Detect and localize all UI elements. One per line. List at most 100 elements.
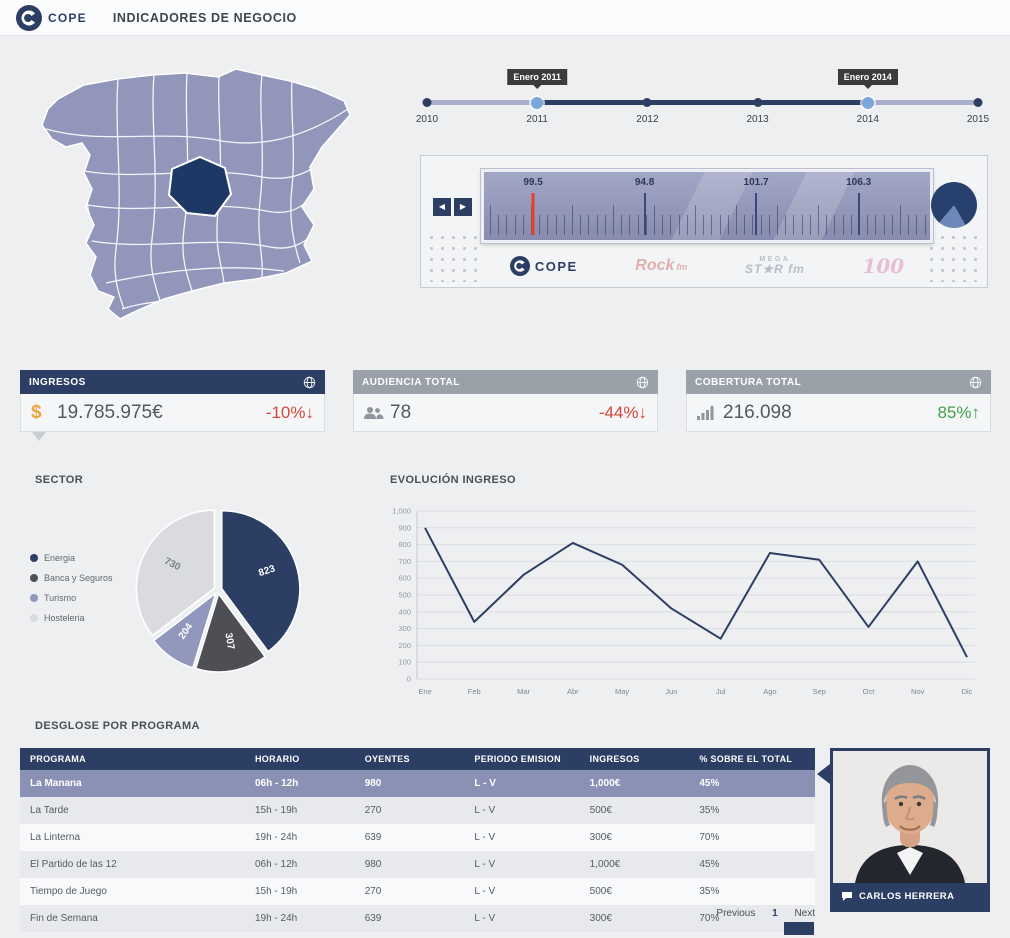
- timeline-dot-2013[interactable]: [753, 98, 763, 107]
- table-row-la-tarde[interactable]: La Tarde 15h - 19h 270 L - V 500€ 35%: [20, 797, 815, 824]
- station-logo-mega-star-fm[interactable]: MEGA ST★R fm: [745, 256, 805, 277]
- legend-item-energia[interactable]: Energia: [30, 548, 113, 568]
- tuner-tick: [654, 205, 655, 235]
- table-row-fin-de-semana[interactable]: Fin de Semana 19h - 24h 639 L - V 300€ 70%: [20, 905, 815, 932]
- cell-oyentes: 639: [364, 832, 382, 843]
- table-row-tiempo-de-juego[interactable]: Tiempo de Juego 15h - 19h 270 L - V 500€ 35%: [20, 878, 815, 905]
- x-tick-label-feb: Feb: [468, 687, 481, 696]
- app-header: COPE INDICADORES DE NEGOCIO: [0, 0, 1010, 36]
- tuner-tick: [768, 215, 770, 235]
- station-logo-100[interactable]: 100: [862, 254, 905, 278]
- column-header-ingresos[interactable]: INGRESOS: [579, 748, 690, 770]
- x-tick-label-mar: Mar: [517, 687, 530, 696]
- column-header-programa[interactable]: PROGRAMA: [20, 748, 245, 770]
- frequency-label-94-8: 94.8: [634, 177, 655, 188]
- pie-slice-turismo[interactable]: [152, 591, 218, 669]
- tuner-tick: [490, 205, 491, 235]
- kpi-delta-up: 85%↑: [937, 402, 980, 422]
- tuner-frequency-scale[interactable]: 99.5 94.8 101.7 106.3: [481, 169, 933, 243]
- pagination-next[interactable]: Next: [794, 908, 815, 919]
- legend-item-turismo[interactable]: Turismo: [30, 588, 113, 608]
- frequency-label-106-3: 106.3: [846, 177, 872, 188]
- table-row-la-linterna[interactable]: La Linterna 19h - 24h 639 L - V 300€ 70%: [20, 824, 815, 851]
- tuner-tick: [621, 215, 623, 235]
- legend-label: Hosteleria: [44, 613, 85, 623]
- station-logo-rock-fm[interactable]: Rock fm: [635, 257, 687, 275]
- tuner-tick: [613, 205, 614, 235]
- timeline-slider[interactable]: 2010 2011 2012 2013 2014 2015 Enero 2011 Enero …: [415, 66, 990, 130]
- tuner-tick: [604, 215, 606, 235]
- table-row-la-manana[interactable]: La Manana 06h - 12h 980 L - V 1,000€ 45%: [20, 770, 815, 797]
- column-header-sobre-el-total[interactable]: % SOBRE EL TOTAL: [689, 748, 815, 770]
- station-logos: COPE Rock fm MEGA ST★R fm 100: [481, 246, 933, 286]
- x-tick-label-ago: Ago: [763, 687, 776, 696]
- cell-ingresos: 300€: [589, 832, 612, 843]
- tuner-next-button[interactable]: ▶: [454, 198, 472, 216]
- map-region-selected[interactable]: [167, 155, 233, 218]
- timeline-dot-2010[interactable]: [422, 98, 432, 107]
- cell-ingresos: 300€: [589, 913, 612, 924]
- column-header-periodo-emision[interactable]: PERIODO EMISION: [464, 748, 580, 770]
- x-tick-label-sep: Sep: [813, 687, 826, 696]
- dot-pattern-right: [926, 232, 982, 282]
- pagination-page-1[interactable]: 1: [772, 908, 778, 919]
- tuner-tick: [916, 215, 918, 235]
- tuner-tick: [744, 215, 746, 235]
- page-title: INDICADORES DE NEGOCIO: [112, 10, 297, 25]
- station-logo-cope[interactable]: COPE: [509, 256, 578, 276]
- legend-item-banca-y-seguros[interactable]: Banca y Seguros: [30, 568, 113, 588]
- x-tick-label-dic: Dic: [962, 687, 973, 696]
- spain-map[interactable]: [22, 50, 392, 352]
- rock-wordmark: Rock: [635, 257, 675, 274]
- pagination-previous[interactable]: Previous: [716, 908, 756, 919]
- tuner-tick: [719, 215, 721, 235]
- cope-circle-icon: [509, 256, 530, 276]
- globe-icon[interactable]: [969, 376, 982, 389]
- megastar-bottom: ST★R fm: [745, 262, 805, 277]
- tuner-tick: [555, 215, 557, 235]
- x-tick-label-ene: Ene: [418, 687, 431, 696]
- timeline-dot-2014[interactable]: [861, 96, 874, 109]
- tuner-tick: [711, 215, 713, 235]
- pie-slice-hosteleria[interactable]: [135, 509, 216, 637]
- column-header-horario[interactable]: HORARIO: [244, 748, 355, 770]
- pie-slice-banca-y-seguros[interactable]: [194, 592, 267, 673]
- timeline-dot-2011[interactable]: [531, 96, 544, 109]
- tuner-prev-button[interactable]: ◀: [433, 198, 451, 216]
- tuner-tick: [547, 215, 549, 235]
- globe-icon[interactable]: [303, 376, 316, 389]
- timeline-selected-range: [537, 100, 868, 105]
- y-tick-label: 1,000: [392, 507, 411, 516]
- cell-oyentes: 980: [364, 778, 382, 789]
- cell-programa: El Partido de las 12: [30, 859, 117, 870]
- pie-slice-value: 307: [222, 632, 236, 651]
- x-tick-label-oct: Oct: [863, 687, 876, 696]
- y-tick-label: 0: [407, 675, 411, 684]
- kpi-card-header: INGRESOS: [20, 370, 325, 394]
- legend-label: Turismo: [44, 593, 77, 603]
- tuner-tick: [588, 215, 590, 235]
- pie-slice-energia[interactable]: [221, 509, 301, 653]
- table-row-el-partido-de-las-12[interactable]: El Partido de las 12 06h - 12h 980 L - V 1,0…: [20, 851, 815, 878]
- tuner-needle: [857, 193, 860, 235]
- column-header-oyentes[interactable]: OYENTES: [354, 748, 465, 770]
- tuner-tick: [629, 215, 631, 235]
- pie-legend: Energia Banca y Seguros Turismo Hosteleria: [30, 548, 113, 628]
- kpi-card-header: AUDIENCIA TOTAL: [353, 370, 658, 394]
- tuner-tick: [793, 215, 795, 235]
- tuner-needle: [755, 193, 758, 235]
- cell-ingresos: 1,000€: [589, 859, 621, 870]
- pagination: Previous 1 Next: [20, 908, 815, 919]
- tuner-tick: [924, 215, 926, 235]
- tuner-tick: [883, 215, 885, 235]
- cell-horario: 19h - 24h: [254, 913, 298, 924]
- tuner-tick: [563, 215, 565, 235]
- tuner-needle: [643, 193, 646, 235]
- timeline-dot-2015[interactable]: [973, 98, 983, 107]
- tuner-tick: [736, 205, 737, 235]
- globe-icon[interactable]: [636, 376, 649, 389]
- kpi-title: COBERTURA TOTAL: [695, 376, 802, 388]
- timeline-dot-2012[interactable]: [642, 98, 652, 107]
- legend-color-dot: [30, 574, 38, 582]
- legend-item-hosteleria[interactable]: Hosteleria: [30, 608, 113, 628]
